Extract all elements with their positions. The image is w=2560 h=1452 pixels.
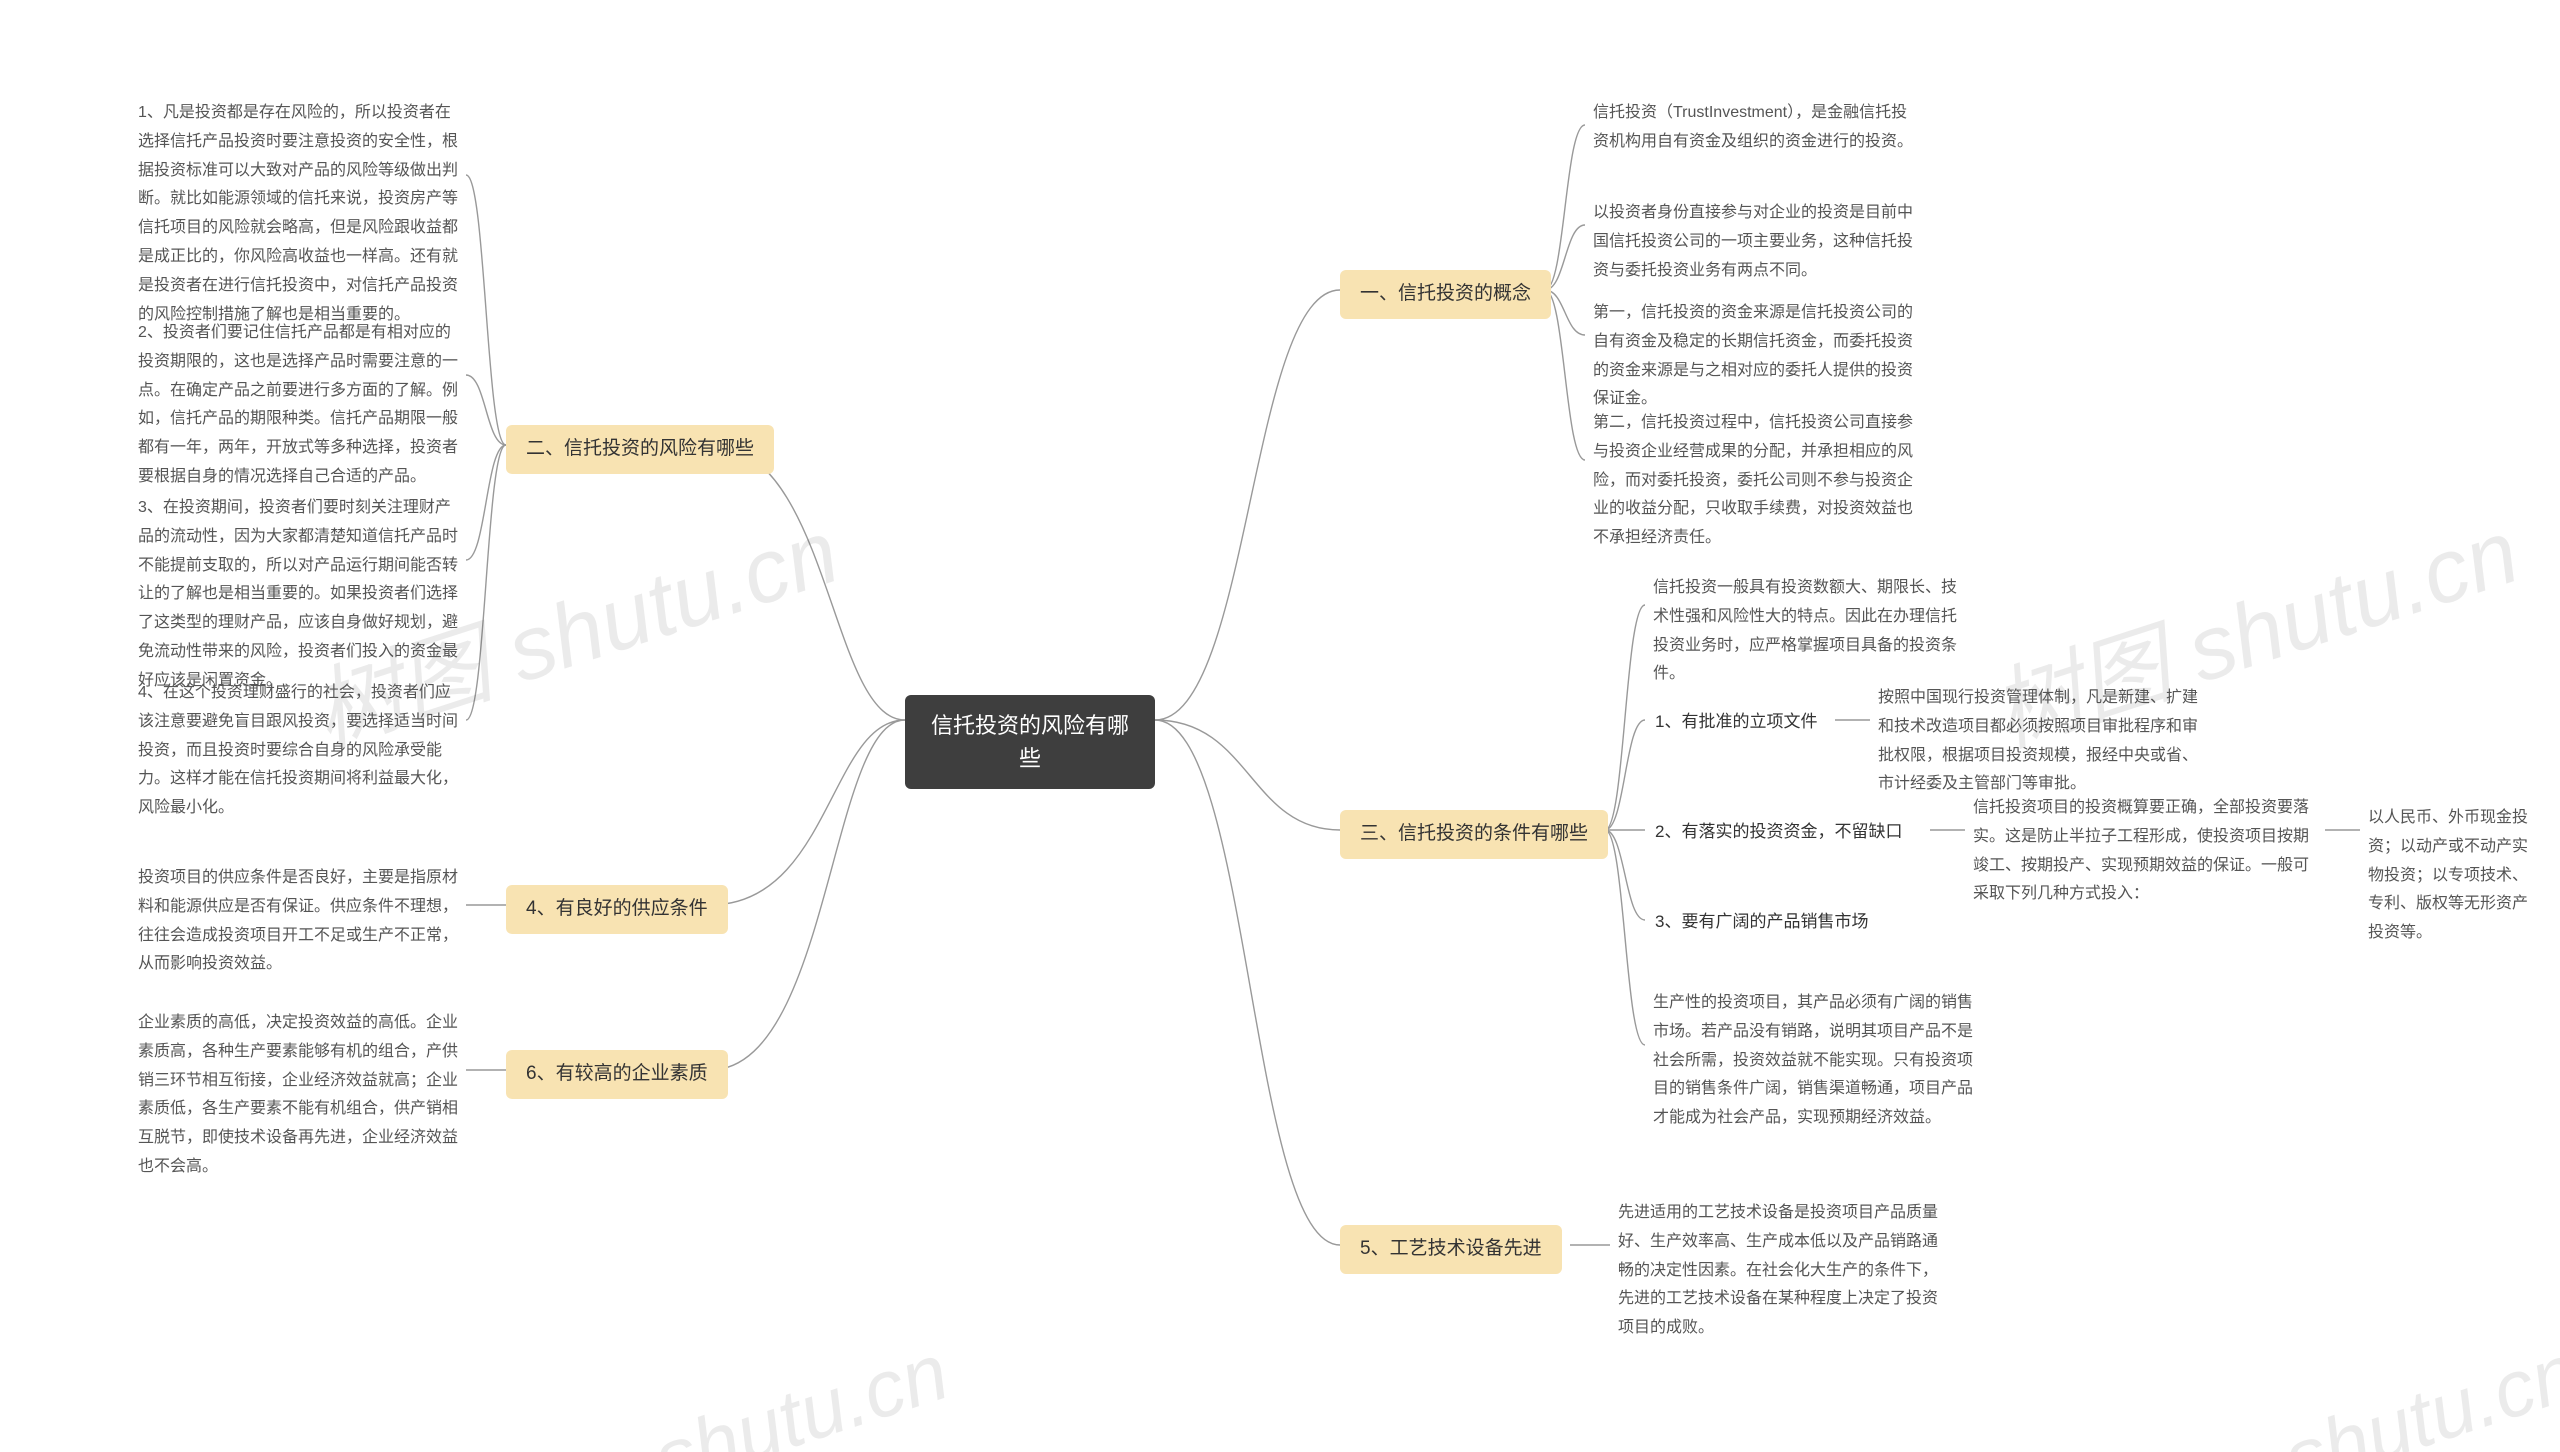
branch-3-sub-1-detail: 按照中国现行投资管理体制，凡是新建、扩建和技术改造项目都必须按照项目审批程序和审…: [1870, 680, 2210, 803]
branch-3-sub-3: 3、要有广阔的产品销售市场: [1645, 905, 1878, 939]
branch-3: 三、信托投资的条件有哪些: [1340, 810, 1608, 859]
watermark: shutu.cn: [2273, 1326, 2560, 1452]
branch-2-item-4: 4、在这个投资理财盛行的社会，投资者们应该注意要避免盲目跟风投资，要选择适当时间…: [130, 675, 466, 827]
branch-6-detail: 企业素质的高低，决定投资效益的高低。企业素质高，各种生产要素能够有机的组合，产供…: [130, 1005, 466, 1186]
watermark: shutu.cn: [643, 1326, 959, 1452]
branch-4: 4、有良好的供应条件: [506, 885, 728, 934]
branch-1-item-3: 第一，信托投资的资金来源是信托投资公司的自有资金及稳定的长期信托资金，而委托投资…: [1585, 295, 1930, 418]
branch-2: 二、信托投资的风险有哪些: [506, 425, 774, 474]
branch-3-sub-1: 1、有批准的立项文件: [1645, 705, 1827, 739]
branch-1-item-2: 以投资者身份直接参与对企业的投资是目前中国信托投资公司的一项主要业务，这种信托投…: [1585, 195, 1930, 289]
branch-2-item-1: 1、凡是投资都是存在风险的，所以投资者在选择信托产品投资时要注意投资的安全性，根…: [130, 95, 466, 333]
branch-3-sub-2-extra: 以人民币、外币现金投资；以动产或不动产实物投资；以专项技术、专利、版权等无形资产…: [2360, 800, 2540, 952]
branch-6: 6、有较高的企业素质: [506, 1050, 728, 1099]
branch-1-item-4: 第二，信托投资过程中，信托投资公司直接参与投资企业经营成果的分配，并承担相应的风…: [1585, 405, 1930, 557]
branch-5: 5、工艺技术设备先进: [1340, 1225, 1562, 1274]
branch-3-intro: 信托投资一般具有投资数额大、期限长、技术性强和风险性大的特点。因此在办理信托投资…: [1645, 570, 1975, 693]
branch-3-outro: 生产性的投资项目，其产品必须有广阔的销售市场。若产品没有销路，说明其项目产品不是…: [1645, 985, 1990, 1137]
branch-4-detail: 投资项目的供应条件是否良好，主要是指原材料和能源供应是否有保证。供应条件不理想，…: [130, 860, 466, 983]
mindmap-canvas: 树图 shutu.cn 树图 shutu.cn shutu.cn shutu.c…: [0, 0, 2560, 1452]
branch-3-sub-2: 2、有落实的投资资金，不留缺口: [1645, 815, 1912, 849]
branch-1: 一、信托投资的概念: [1340, 270, 1551, 319]
branch-5-detail: 先进适用的工艺技术设备是投资项目产品质量好、生产效率高、生产成本低以及产品销路通…: [1610, 1195, 1955, 1347]
branch-2-item-2: 2、投资者们要记住信托产品都是有相对应的投资期限的，这也是选择产品时需要注意的一…: [130, 315, 466, 496]
root-node: 信托投资的风险有哪些: [905, 695, 1155, 789]
branch-3-sub-2-detail: 信托投资项目的投资概算要正确，全部投资要落实。这是防止半拉子工程形成，使投资项目…: [1965, 790, 2325, 913]
branch-2-item-3: 3、在投资期间，投资者们要时刻关注理财产品的流动性，因为大家都清楚知道信托产品时…: [130, 490, 466, 700]
branch-1-item-1: 信托投资（TrustInvestment），是金融信托投资机构用自有资金及组织的…: [1585, 95, 1930, 161]
